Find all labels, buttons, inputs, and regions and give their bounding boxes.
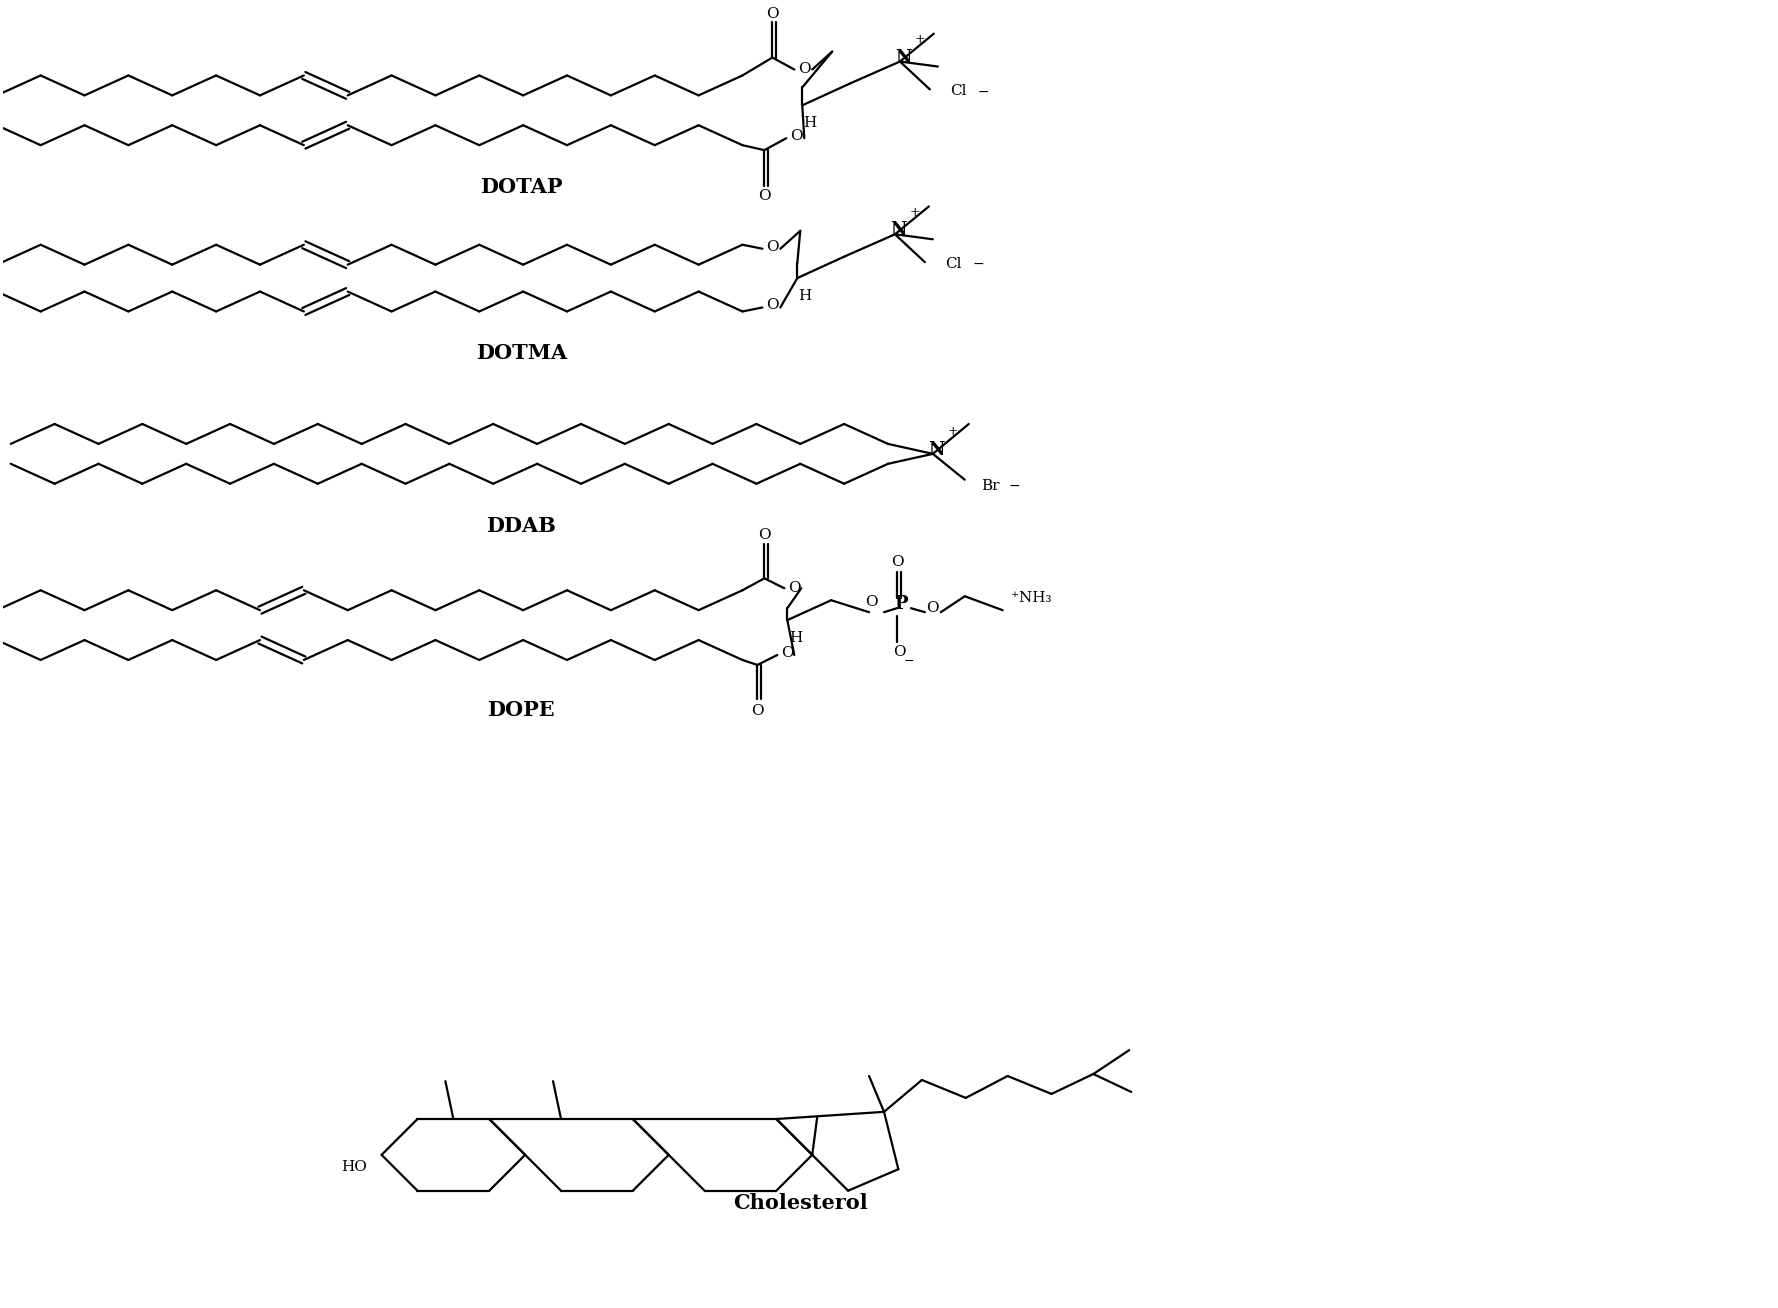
Text: O: O bbox=[781, 646, 793, 661]
Text: O: O bbox=[926, 602, 939, 615]
Text: DOTAP: DOTAP bbox=[480, 177, 562, 198]
Text: O: O bbox=[788, 581, 800, 595]
Text: O: O bbox=[891, 556, 903, 569]
Text: O: O bbox=[757, 527, 770, 542]
Text: H: H bbox=[804, 116, 816, 131]
Text: −: − bbox=[903, 655, 914, 668]
Text: Cl: Cl bbox=[949, 85, 965, 98]
Text: DDAB: DDAB bbox=[485, 515, 557, 535]
Text: O: O bbox=[864, 595, 877, 610]
Text: H: H bbox=[798, 289, 813, 303]
Text: +: + bbox=[948, 425, 958, 438]
Text: O: O bbox=[766, 239, 779, 254]
Text: N: N bbox=[896, 48, 912, 67]
Text: −: − bbox=[978, 85, 989, 98]
Text: O: O bbox=[789, 129, 802, 143]
Text: HO: HO bbox=[341, 1160, 366, 1173]
Text: O: O bbox=[766, 298, 779, 313]
Text: Cl: Cl bbox=[944, 258, 962, 271]
Text: O: O bbox=[893, 645, 905, 659]
Text: −: − bbox=[1008, 479, 1021, 493]
Text: H: H bbox=[789, 630, 802, 645]
Text: O: O bbox=[750, 704, 765, 718]
Text: N: N bbox=[891, 221, 907, 239]
Text: N: N bbox=[928, 441, 946, 459]
Text: +: + bbox=[910, 205, 921, 218]
Text: DOTMA: DOTMA bbox=[475, 343, 567, 364]
Text: ⁺NH₃: ⁺NH₃ bbox=[1010, 591, 1051, 606]
Text: DOPE: DOPE bbox=[487, 700, 555, 719]
Text: P: P bbox=[894, 595, 909, 613]
Text: O: O bbox=[766, 7, 779, 21]
Text: O: O bbox=[798, 63, 811, 76]
Text: −: − bbox=[973, 258, 985, 271]
Text: +: + bbox=[914, 33, 925, 46]
Text: O: O bbox=[757, 188, 770, 203]
Text: Br: Br bbox=[981, 479, 999, 493]
Text: Cholesterol: Cholesterol bbox=[733, 1193, 868, 1213]
